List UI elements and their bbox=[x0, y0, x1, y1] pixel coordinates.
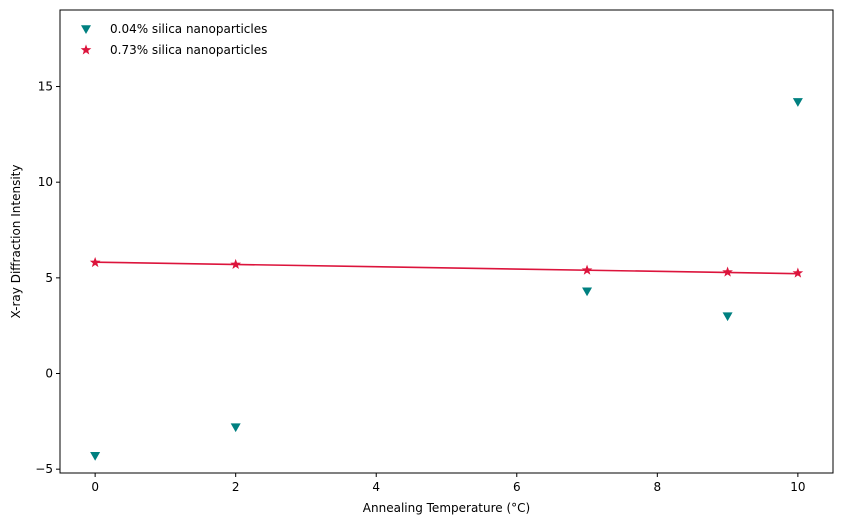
x-axis-label: Annealing Temperature (°C) bbox=[363, 501, 530, 515]
data-point-series-1 bbox=[230, 258, 242, 269]
y-tick-label: 15 bbox=[38, 80, 53, 94]
data-point-series-0 bbox=[792, 98, 803, 107]
x-tick-label: 2 bbox=[232, 480, 240, 494]
y-tick-label: −5 bbox=[35, 462, 53, 476]
x-axis: 0 2 4 6 8 10 bbox=[91, 473, 806, 494]
data-point-series-0 bbox=[722, 312, 733, 322]
x-tick-label: 6 bbox=[513, 480, 521, 494]
data-point-series-0 bbox=[90, 452, 101, 461]
fit-line-layer bbox=[95, 261, 798, 275]
data-point-series-0 bbox=[582, 287, 593, 297]
y-axis-label: X-ray Diffraction Intensity bbox=[9, 165, 23, 319]
legend: 0.04% silica nanoparticles 0.73% silica … bbox=[80, 22, 267, 57]
y-tick-label: 0 bbox=[45, 367, 53, 381]
data-point-series-0 bbox=[230, 423, 241, 433]
y-axis: −5 0 5 10 15 bbox=[35, 80, 60, 476]
legend-marker-symbol-1 bbox=[80, 44, 92, 55]
data-points-layer bbox=[89, 98, 804, 461]
legend-marker-1 bbox=[80, 44, 92, 55]
y-tick-label: 5 bbox=[45, 271, 53, 285]
x-tick-label: 10 bbox=[790, 480, 805, 494]
legend-entry-1: 0.73% silica nanoparticles bbox=[110, 43, 267, 57]
legend-entry-0: 0.04% silica nanoparticles bbox=[110, 22, 267, 36]
x-tick-label: 8 bbox=[653, 480, 661, 494]
data-point-series-1 bbox=[89, 256, 101, 268]
data-point-series-1 bbox=[792, 267, 804, 278]
legend-marker-symbol-0 bbox=[81, 25, 91, 34]
x-tick-label: 0 bbox=[91, 480, 99, 494]
y-tick-label: 10 bbox=[38, 175, 53, 189]
plot-area bbox=[59, 9, 834, 474]
fit-line-series-1 bbox=[95, 261, 798, 275]
legend-marker-0 bbox=[81, 25, 91, 34]
x-tick-label: 4 bbox=[372, 480, 380, 494]
data-point-series-1 bbox=[722, 266, 733, 277]
data-point-series-1 bbox=[581, 264, 593, 275]
